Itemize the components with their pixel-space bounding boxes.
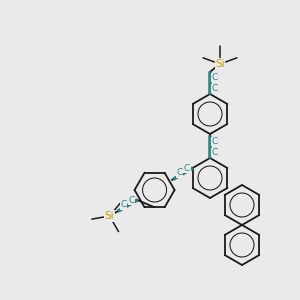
- Text: Si: Si: [105, 211, 114, 221]
- Text: C: C: [128, 196, 135, 205]
- Text: C: C: [212, 73, 218, 82]
- Text: C: C: [121, 200, 127, 209]
- Text: C: C: [212, 148, 218, 157]
- Text: C: C: [212, 84, 218, 93]
- Text: C: C: [176, 168, 182, 177]
- Text: C: C: [212, 137, 218, 146]
- Text: Si: Si: [215, 59, 225, 69]
- Text: C: C: [184, 164, 190, 173]
